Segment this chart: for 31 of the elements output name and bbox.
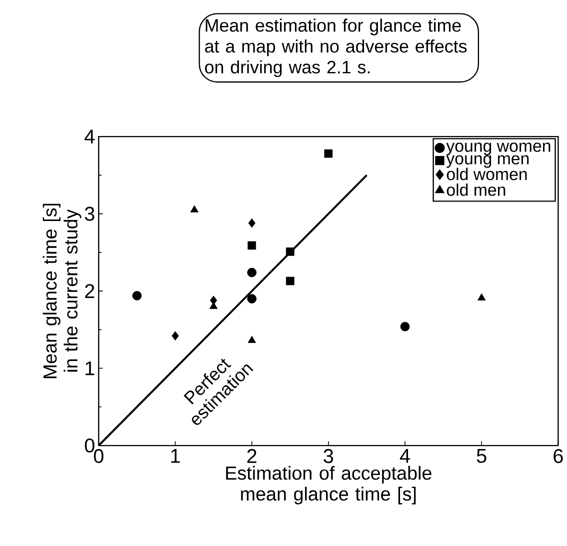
point	[190, 205, 198, 212]
x-tick-label: 2	[247, 448, 256, 463]
point	[248, 218, 256, 228]
y-tick-label: 0	[84, 438, 94, 452]
x-tick-label: 4	[400, 448, 410, 463]
point	[247, 294, 257, 304]
x-tick-label: 3	[324, 448, 334, 463]
chart-title: Mean estimation for glance time at a map with no adverse effects on driving was 2.1 s.	[205, 18, 467, 77]
y-tick-label: 4	[84, 130, 95, 144]
y-tick-label: 2	[85, 284, 94, 298]
y-tick-label: 1	[86, 361, 94, 376]
legend-label: young men	[446, 155, 529, 168]
point	[286, 276, 294, 286]
x-tick-label: 1	[171, 448, 180, 463]
point	[286, 247, 294, 256]
point	[132, 290, 142, 300]
legend-label: old men	[446, 183, 506, 196]
y-tick-label: 3	[84, 206, 94, 221]
point	[172, 331, 179, 340]
y-axis-title: Mean glance time [s] in the current study	[42, 204, 82, 378]
point	[400, 322, 410, 332]
x-tick-label: 6	[554, 448, 563, 463]
point	[248, 241, 256, 250]
point	[324, 149, 333, 158]
point	[248, 336, 256, 343]
point	[478, 293, 486, 300]
x-tick-label: 5	[476, 448, 486, 463]
point	[247, 268, 257, 278]
legend-label: old women	[446, 168, 527, 180]
x-axis-title: Estimation of acceptable mean glance time [s]	[226, 466, 432, 504]
legend-label: young women	[446, 142, 550, 156]
